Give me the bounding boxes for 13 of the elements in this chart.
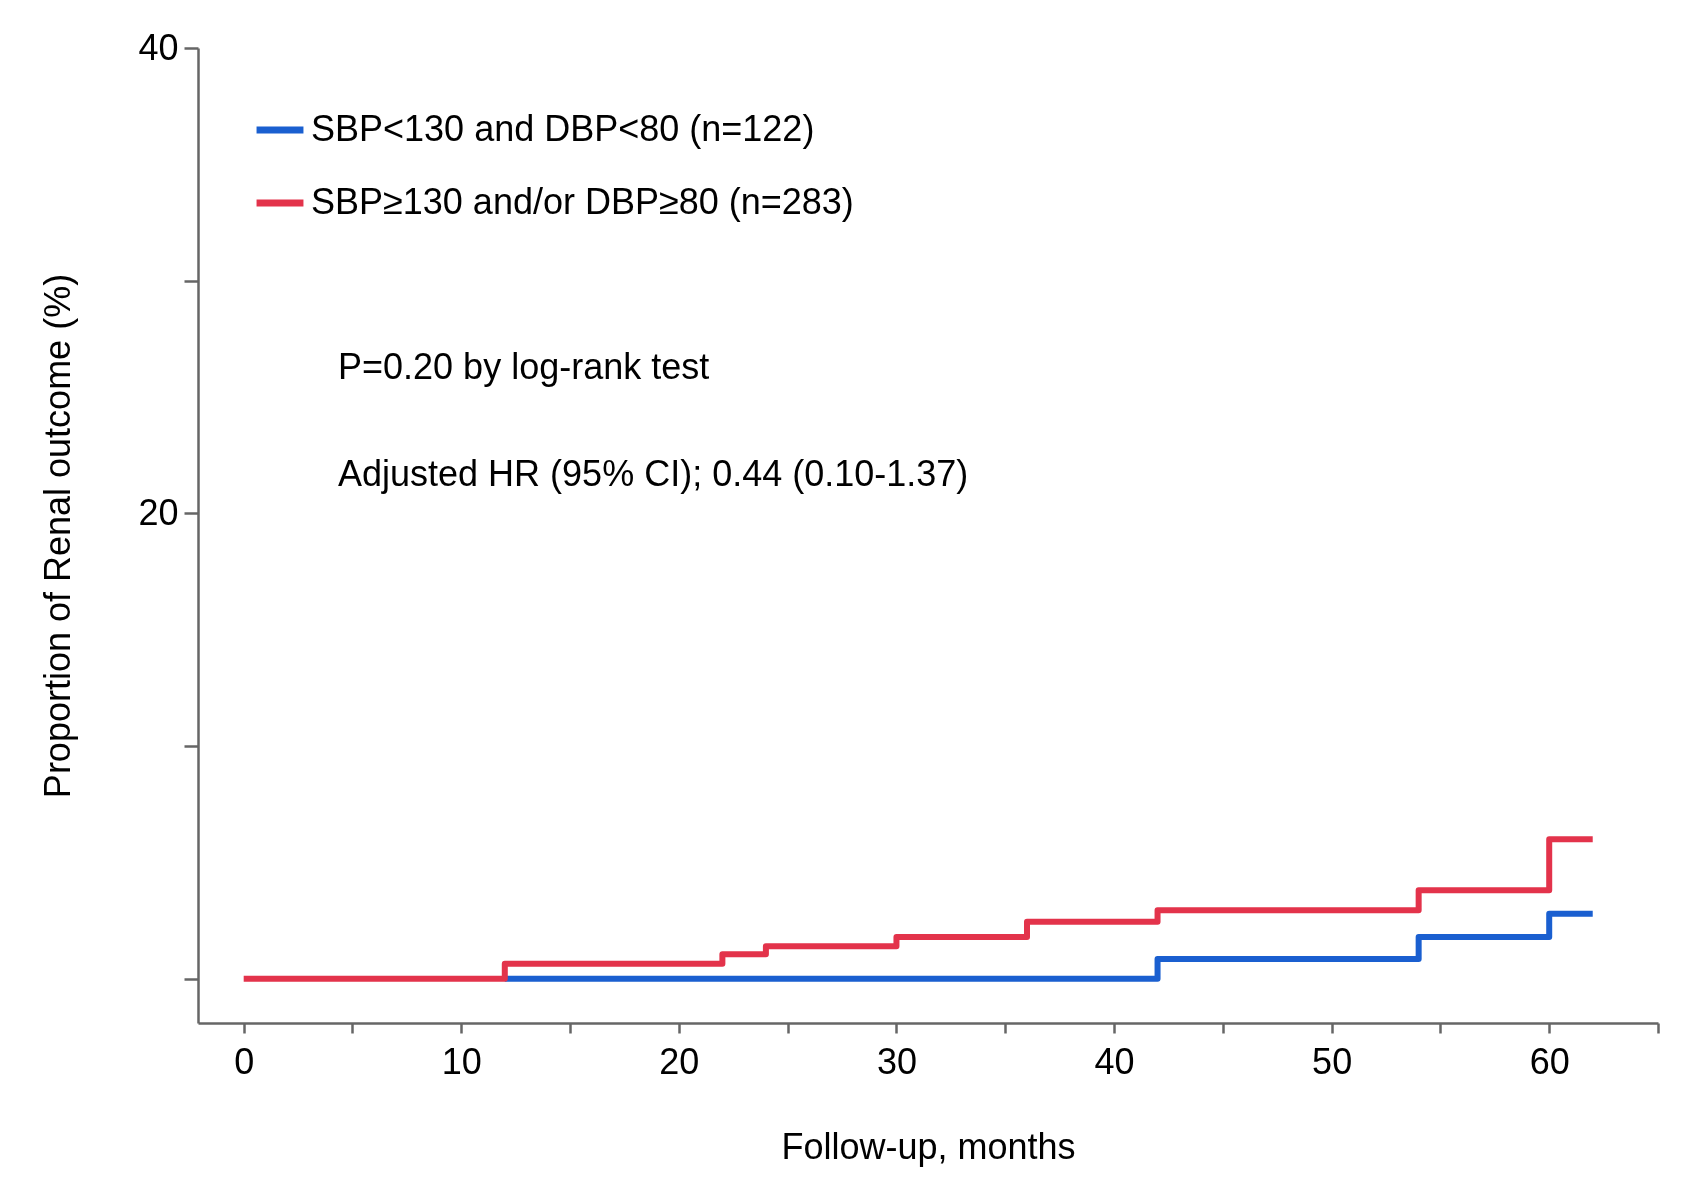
legend-label: SBP<130 and DBP<80 (n=122) <box>311 108 815 149</box>
legend-label: SBP≥130 and/or DBP≥80 (n=283) <box>311 181 854 222</box>
x-tick-label: 60 <box>1529 1040 1570 1082</box>
x-axis-title: Follow-up, months <box>781 1125 1076 1167</box>
x-tick-label: 10 <box>441 1040 482 1082</box>
annotation: P=0.20 by log-rank test <box>338 346 710 387</box>
annotation: Adjusted HR (95% CI); 0.44 (0.10-1.37) <box>338 453 969 494</box>
x-tick-label: 20 <box>659 1040 700 1082</box>
x-tick-label: 50 <box>1312 1040 1353 1082</box>
y-axis-title: Proportion of Renal outcome (%) <box>37 273 79 799</box>
x-tick-label: 30 <box>876 1040 917 1082</box>
x-tick-label: 40 <box>1094 1040 1135 1082</box>
x-tick-label: 0 <box>234 1040 255 1082</box>
